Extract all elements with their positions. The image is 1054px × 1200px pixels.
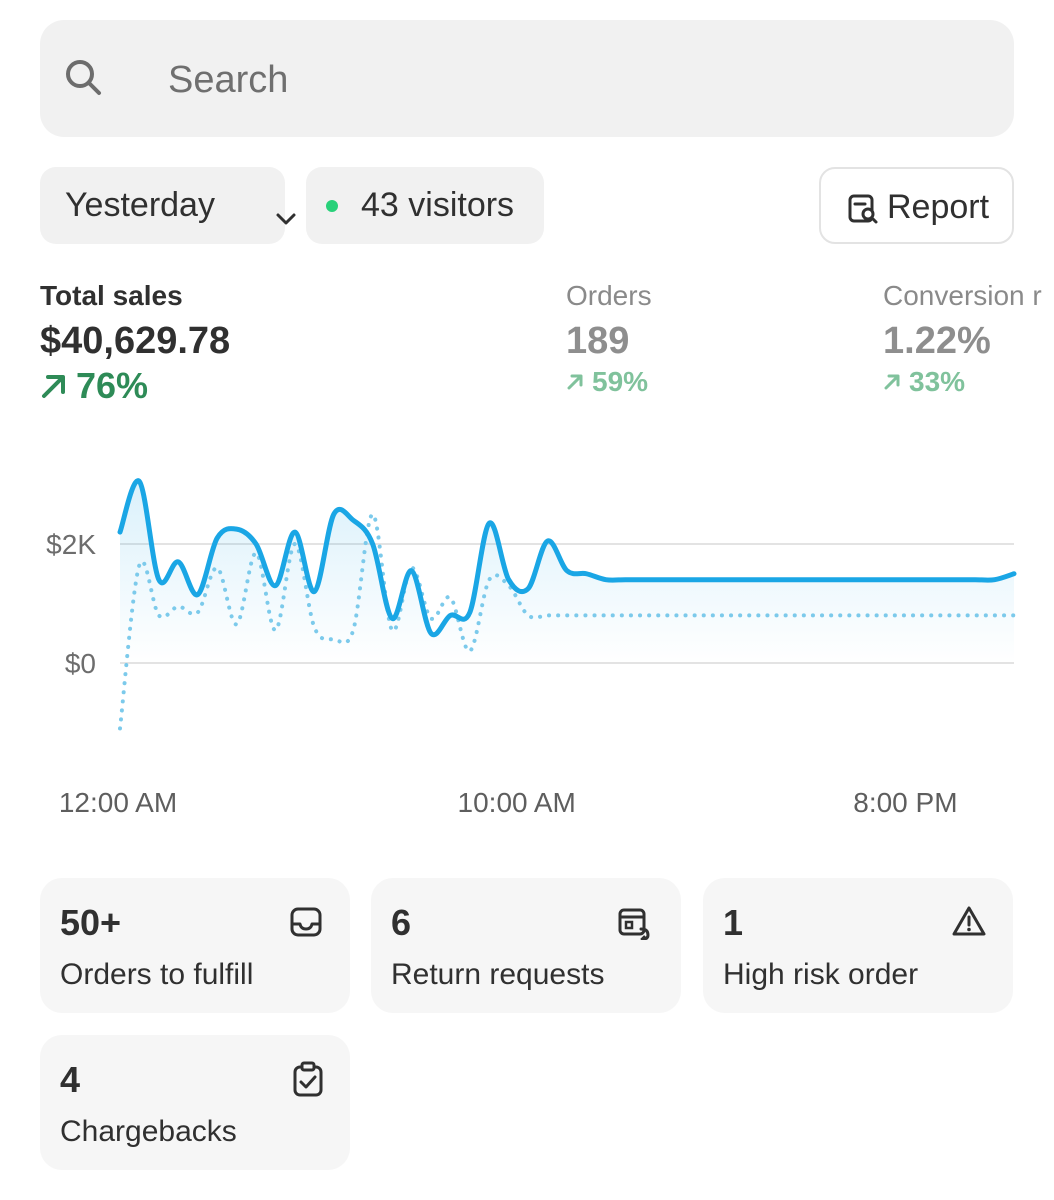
card-number: 4 bbox=[60, 1059, 81, 1100]
chart-y-tick-label: $2K bbox=[46, 529, 96, 560]
visitors-label: 43 visitors bbox=[361, 186, 515, 224]
metric-label: Orders bbox=[566, 280, 652, 311]
card-return-requests[interactable]: 6 Return requests bbox=[371, 878, 681, 1013]
date-range-button[interactable]: Yesterday bbox=[40, 167, 296, 244]
chart-x-tick-label: 8:00 PM bbox=[853, 787, 957, 818]
metric-delta: 59% bbox=[566, 366, 652, 398]
chart-series-sales-line bbox=[117, 478, 1017, 638]
metric-delta: 76% bbox=[40, 365, 230, 407]
arrow-up-right-icon bbox=[567, 374, 583, 390]
arrow-up-right-icon bbox=[884, 374, 900, 390]
metric-label: Total sales bbox=[40, 280, 183, 311]
card-number: 6 bbox=[391, 902, 412, 943]
card-high-risk-order[interactable]: 1 High risk order bbox=[703, 878, 1013, 1013]
metric-value: $40,629.78 bbox=[40, 320, 231, 362]
card-chargebacks[interactable]: 4 Chargebacks bbox=[40, 1035, 350, 1170]
search-input[interactable] bbox=[168, 60, 968, 100]
metric-value: 1.22% bbox=[883, 320, 991, 362]
metric-delta-value: 76% bbox=[76, 365, 149, 406]
report-button[interactable]: Report bbox=[819, 167, 1014, 244]
warning-icon bbox=[951, 904, 987, 943]
return-box-icon bbox=[617, 904, 655, 945]
card-label: Orders to fulfill bbox=[60, 958, 254, 991]
metric-delta-value: 33% bbox=[909, 366, 966, 397]
chart-series-comparison-line bbox=[118, 512, 1016, 731]
search-icon bbox=[64, 58, 104, 103]
card-orders-to-fulfill[interactable]: 50+ Orders to fulfill bbox=[40, 878, 350, 1013]
card-number: 1 bbox=[723, 902, 744, 943]
metric-total-sales[interactable]: Total sales $40,629.78 76% bbox=[40, 280, 230, 407]
metric-conversion-rate[interactable]: Conversion r 1.22% 33% bbox=[883, 280, 1042, 398]
search-bar[interactable] bbox=[40, 20, 1014, 137]
metric-orders[interactable]: Orders 189 59% bbox=[566, 280, 652, 398]
card-label: Chargebacks bbox=[60, 1115, 237, 1148]
card-label: High risk order bbox=[723, 958, 919, 991]
card-label: Return requests bbox=[391, 958, 605, 991]
card-number: 50+ bbox=[60, 902, 122, 943]
live-visitors-button[interactable]: 43 visitors bbox=[306, 167, 544, 244]
chart-y-tick-label: $0 bbox=[65, 648, 96, 679]
report-label: Report bbox=[887, 188, 990, 226]
live-dot-icon bbox=[326, 200, 338, 212]
report-icon bbox=[847, 193, 879, 234]
metric-delta-value: 59% bbox=[592, 366, 649, 397]
chart-x-tick-label: 10:00 AM bbox=[458, 787, 576, 818]
date-range-label: Yesterday bbox=[65, 186, 215, 224]
chart-x-tick-label: 12:00 AM bbox=[59, 787, 177, 818]
chevron-down-icon bbox=[274, 197, 298, 236]
inbox-icon bbox=[288, 904, 324, 945]
sales-chart[interactable]: $2K $0 12:00 AM 10:00 AM 8:00 PM bbox=[0, 440, 1054, 840]
metric-label: Conversion r bbox=[883, 280, 1042, 311]
metric-value: 189 bbox=[566, 320, 630, 362]
arrow-up-right-icon bbox=[42, 375, 65, 398]
metric-delta: 33% bbox=[883, 366, 1042, 398]
clipboard-check-icon bbox=[292, 1061, 324, 1102]
